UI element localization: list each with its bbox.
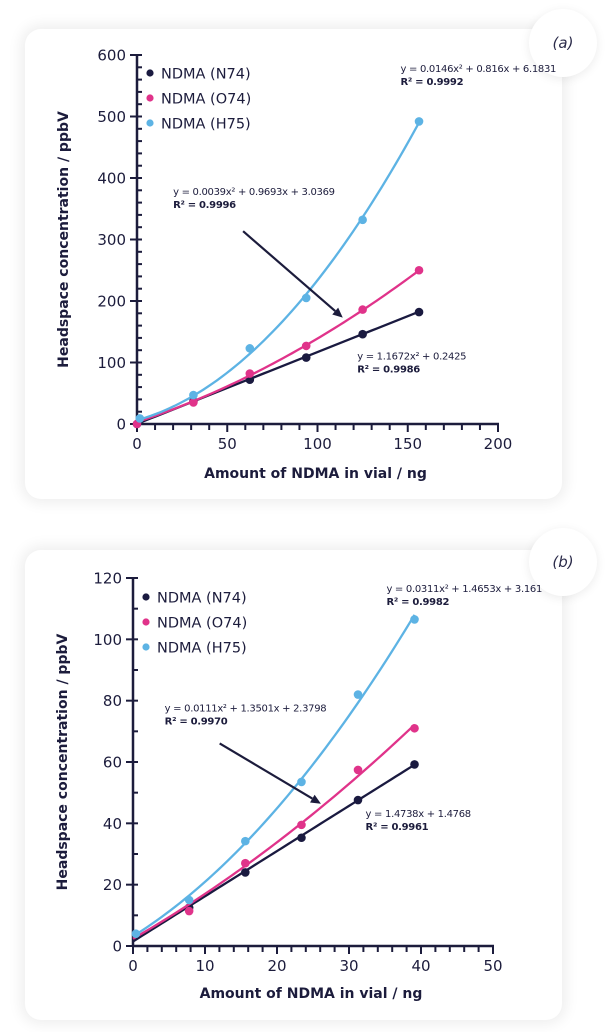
fit-line-o74 [136, 269, 420, 424]
fit-r2-n74: R² = 0.9986 [357, 364, 420, 375]
y-tick-label: 300 [97, 231, 126, 249]
panel-label-b: (b) [529, 528, 597, 596]
fit-equation-h75: y = 0.0311x² + 1.4653x + 3.161 [386, 584, 542, 595]
data-point-o74 [414, 265, 424, 275]
annotation-arrow-line [219, 742, 313, 800]
data-point-n74 [353, 795, 363, 805]
fit-r2-h75: R² = 0.9982 [386, 597, 449, 608]
y-tick-label: 120 [93, 570, 122, 588]
fit-r2-o74: R² = 0.9996 [173, 200, 236, 211]
legend-label-o74: NDMA (O74) [157, 616, 247, 632]
y-tick-label: 40 [103, 815, 122, 833]
data-point-h75 [358, 215, 367, 225]
data-point-h75 [245, 344, 255, 353]
data-point-h75 [410, 615, 419, 624]
data-point-n74 [358, 329, 367, 339]
fit-equation-n74: y = 1.4738x + 1.4768 [366, 809, 471, 820]
y-tick-label: 0 [112, 938, 122, 956]
data-point-h75 [189, 390, 198, 400]
data-point-h75 [184, 895, 194, 905]
data-point-n74 [297, 833, 306, 843]
data-point-h75 [353, 690, 363, 699]
fit-r2-n74: R² = 0.9961 [366, 822, 429, 833]
x-tick-label: 30 [339, 957, 358, 975]
legend-marker-o74 [146, 94, 154, 102]
y-tick-label: 100 [93, 631, 122, 649]
annotation-arrow-head [332, 307, 343, 318]
y-tick-label: 100 [97, 354, 126, 372]
legend-marker-h75 [146, 119, 154, 127]
data-point-h75 [301, 293, 311, 303]
y-tick-label: 0 [116, 416, 126, 434]
x-tick-label: 100 [303, 435, 332, 453]
panel-label-a: (a) [529, 9, 597, 77]
data-point-o74 [358, 305, 367, 314]
y-tick-label: 60 [103, 754, 122, 772]
x-axis-title: Amount of NDMA in vial / ng [204, 466, 427, 482]
data-point-o74 [301, 341, 311, 351]
fit-equation-h75: y = 0.0146x² + 0.816x + 6.1831 [401, 64, 557, 75]
legend-marker-o74 [142, 618, 150, 626]
annotation-arrow-line [242, 230, 336, 312]
fit-equation-n74: y = 1.1672x² + 0.2425 [357, 351, 466, 362]
x-tick-label: 200 [484, 435, 513, 453]
legend-label-n74: NDMA (N74) [157, 591, 247, 607]
fit-line-h75 [132, 614, 416, 938]
x-tick-label: 50 [483, 957, 502, 975]
y-tick-label: 200 [97, 293, 126, 311]
x-axis-title: Amount of NDMA in vial / ng [200, 986, 423, 1002]
y-tick-label: 500 [97, 108, 126, 126]
chart-card-a [25, 29, 562, 499]
chart-card-b [25, 550, 562, 1020]
x-tick-label: 150 [393, 435, 422, 453]
fit-equation-o74: y = 0.0039x² + 0.9693x + 3.0369 [173, 187, 335, 198]
legend-label-h75: NDMA (H75) [157, 641, 247, 657]
x-tick-label: 40 [411, 957, 430, 975]
y-tick-label: 600 [97, 47, 126, 65]
x-tick-label: 0 [128, 957, 138, 975]
data-point-n74 [301, 353, 311, 362]
data-point-o74 [353, 765, 363, 775]
data-point-n74 [410, 760, 419, 769]
data-point-o74 [245, 369, 255, 378]
data-point-n74 [414, 307, 424, 317]
y-tick-label: 20 [103, 876, 122, 894]
fit-line-o74 [132, 723, 416, 940]
x-tick-label: 0 [132, 435, 142, 453]
data-point-o74 [297, 820, 306, 830]
x-tick-label: 20 [267, 957, 286, 975]
data-point-h75 [241, 836, 250, 846]
y-tick-label: 80 [103, 692, 122, 710]
y-tick-label: 400 [97, 170, 126, 188]
fit-line-n74 [132, 763, 416, 943]
fit-equation-o74: y = 0.0111x² + 1.3501x + 2.3798 [165, 703, 327, 714]
data-point-o74 [410, 723, 419, 733]
legend-marker-h75 [142, 643, 150, 651]
data-point-o74 [189, 398, 198, 407]
y-axis-title: Headspace concentration / ppbV [55, 634, 71, 891]
data-point-h75 [414, 117, 424, 126]
x-tick-label: 50 [218, 435, 237, 453]
y-axis-title: Headspace concentration / ppbV [56, 111, 72, 368]
data-point-o74 [184, 906, 194, 916]
legend-marker-n74 [142, 593, 150, 601]
x-tick-label: 10 [195, 957, 214, 975]
legend-label-n74: NDMA (N74) [161, 67, 251, 83]
data-point-n74 [241, 868, 250, 877]
fit-r2-o74: R² = 0.9970 [165, 716, 228, 727]
fit-r2-h75: R² = 0.9992 [401, 77, 464, 88]
data-point-h75 [297, 777, 306, 787]
fit-line-h75 [136, 122, 421, 422]
annotation-arrow-head [310, 794, 321, 804]
data-point-h75 [131, 929, 141, 939]
legend-marker-n74 [146, 69, 154, 77]
legend-label-o74: NDMA (O74) [161, 92, 251, 108]
data-point-o74 [241, 858, 250, 868]
data-point-h75 [135, 414, 145, 423]
legend-label-h75: NDMA (H75) [161, 117, 251, 133]
